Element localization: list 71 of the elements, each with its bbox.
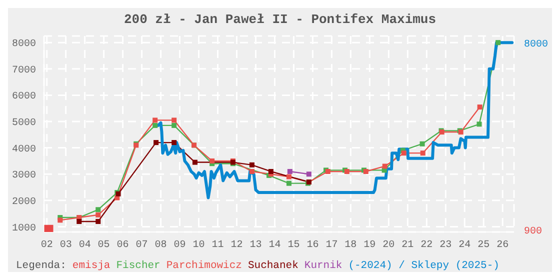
point <box>172 118 177 123</box>
x-tick-label: 11 <box>212 240 224 252</box>
y-tick-label: 4000 <box>12 144 36 156</box>
point <box>286 180 292 186</box>
point <box>152 118 158 123</box>
y2-tick-label: 8000 <box>524 40 548 51</box>
point <box>152 122 158 128</box>
point <box>382 164 388 169</box>
x-tick-label: 10 <box>192 240 205 252</box>
point <box>496 40 501 46</box>
x-tick-label: 03 <box>60 240 72 252</box>
y-tick-label: 1000 <box>12 223 36 234</box>
point <box>286 174 292 180</box>
point <box>96 218 101 224</box>
y-tick-label: 7000 <box>12 65 36 76</box>
y-tick-label: 3000 <box>12 170 36 182</box>
y-tick-label: 6000 <box>12 92 36 103</box>
point <box>268 168 274 174</box>
text: emisja <box>72 260 110 272</box>
x-tick-label: 08 <box>154 240 167 252</box>
text: Kurnik <box>304 260 342 272</box>
point <box>306 172 312 177</box>
point <box>76 218 82 224</box>
point <box>420 150 426 156</box>
x-tick-label: 23 <box>440 240 452 252</box>
point <box>249 168 254 174</box>
y2-tick-label: 900 <box>524 226 542 238</box>
x-tick-label: 22 <box>420 240 433 252</box>
point <box>249 162 254 168</box>
chart-title: 200 zł - Jan Paweł II - Pontifex Maximus <box>122 11 438 29</box>
x-tick-label: 15 <box>288 240 300 252</box>
point <box>172 140 177 146</box>
x-tick-label: 14 <box>268 240 281 252</box>
y-tick-label: 5000 <box>12 118 36 130</box>
x-tick-label: 02 <box>40 240 53 252</box>
text: (-2024) / Sklepy (2025-) <box>348 260 500 272</box>
point <box>401 150 406 156</box>
y-tick-label: 2000 <box>12 196 36 208</box>
legend-title: Legenda: <box>16 260 66 272</box>
x-tick-label: 17 <box>326 240 338 252</box>
text: Suchanek <box>248 260 298 272</box>
x-tick-label: 25 <box>478 240 490 252</box>
point <box>96 207 101 212</box>
x-tick-label: 24 <box>458 240 471 252</box>
x-tick-label: 13 <box>250 240 262 252</box>
x-tick-label: 12 <box>230 240 243 252</box>
point <box>420 141 425 146</box>
x-tick-label: 21 <box>402 240 414 252</box>
y-tick-label: 8000 <box>12 39 36 50</box>
x-tick-label: 18 <box>344 240 357 252</box>
x-tick-label: 04 <box>78 240 91 252</box>
x-tick-label: 20 <box>382 240 395 252</box>
x-tick-label: 05 <box>98 240 110 252</box>
x-tick-label: 07 <box>136 240 148 252</box>
point <box>172 122 177 128</box>
point <box>477 104 482 110</box>
x-tick-label: 16 <box>306 240 319 252</box>
point <box>210 158 215 164</box>
x-tick-label: 06 <box>116 240 129 252</box>
x-tick-label: 19 <box>364 240 376 252</box>
point <box>192 160 198 165</box>
text: Parchimowicz <box>166 260 242 272</box>
x-tick-label: 26 <box>496 240 509 252</box>
point <box>96 212 101 218</box>
point <box>154 140 159 146</box>
point <box>287 168 292 174</box>
text: Fischer <box>116 260 160 272</box>
point <box>476 122 482 127</box>
x-tick-label: 09 <box>174 240 186 252</box>
point <box>58 218 63 223</box>
point <box>44 224 54 232</box>
